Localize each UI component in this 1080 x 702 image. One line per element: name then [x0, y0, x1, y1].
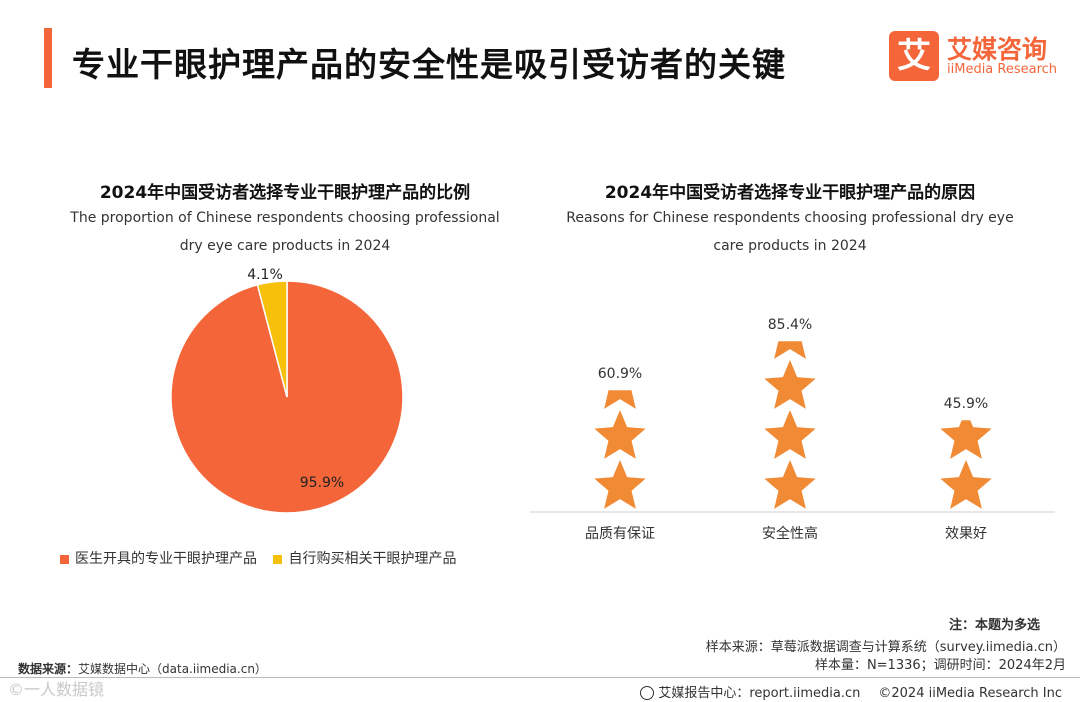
left-chart-subtitle-line1: The proportion of Chinese respondents ch… [70, 210, 500, 226]
report-center-link[interactable]: 艾媒报告中心：report.iimedia.cn [658, 686, 861, 701]
legend-label-doctor: 医生开具的专业干眼护理产品 [75, 551, 257, 567]
legend-label-self: 自行购买相关干眼护理产品 [288, 551, 457, 567]
bar-1-star [764, 360, 816, 409]
bar-0 [594, 390, 646, 509]
bar-value-label-0: 60.9% [598, 366, 642, 382]
page-title: 专业干眼护理产品的安全性是吸引受访者的关键 [72, 45, 786, 84]
bar-value-label-1: 85.4% [768, 317, 812, 333]
data-source-value: 艾媒数据中心（data.iimedia.cn） [78, 662, 267, 676]
bar-2-star [940, 420, 992, 459]
star-bar-chart: 60.9% 品质有保证 85.4% 安全性高 45.9% 效果好 [530, 317, 1055, 542]
data-source: 数据来源：艾媒数据中心（data.iimedia.cn） [18, 660, 267, 677]
brand-logo: 艾 艾媒咨询 iiMedia Research [889, 30, 1064, 82]
globe-icon [640, 686, 655, 700]
multi-select-note: 注：本题为多选 [948, 618, 1040, 633]
bar-0-star [604, 390, 636, 409]
right-chart-title: 2024年中国受访者选择专业干眼护理产品的原因 [604, 183, 976, 203]
right-chart-subtitle-line2: care products in 2024 [713, 238, 867, 254]
pie-chart: 95.9% 4.1% [170, 267, 404, 514]
legend-item-doctor: 医生开具的专业干眼护理产品 [60, 548, 257, 568]
data-source-label: 数据来源： [18, 662, 79, 676]
bar-1 [764, 341, 816, 509]
bar-category-label-0: 品质有保证 [585, 526, 655, 542]
pie-label-0: 95.9% [300, 475, 344, 491]
bar-category-label-1: 安全性高 [762, 525, 818, 542]
sample-info: 样本来源：草莓派数据调查与计算系统（survey.iimedia.cn） 样本量… [706, 639, 1066, 675]
title-accent-bar [44, 28, 52, 88]
logo-mark: 艾 [889, 31, 939, 81]
copyright: ©2024 iiMedia Research Inc [878, 686, 1062, 701]
sample-source: 样本来源：草莓派数据调查与计算系统（survey.iimedia.cn） [705, 640, 1066, 655]
logo-english-name: iiMedia Research [947, 62, 1058, 77]
left-chart-subtitle-line2: dry eye care products in 2024 [179, 238, 391, 254]
bar-0-star [594, 410, 646, 459]
watermark: ©一人数据镜 [8, 680, 105, 699]
legend-swatch-doctor [60, 554, 69, 564]
left-chart-subtitle: The proportion of Chinese respondents ch… [30, 204, 540, 260]
logo-chinese-name: 艾媒咨询 [947, 35, 1048, 64]
legend-swatch-self [273, 554, 283, 564]
left-chart-title: 2024年中国受访者选择专业干眼护理产品的比例 [99, 183, 471, 203]
sample-size: 样本量：N=1336；调研时间：2024年2月 [814, 658, 1066, 673]
footer-divider [0, 677, 1080, 678]
bar-1-star [764, 460, 816, 509]
bar-value-label-2: 45.9% [944, 396, 988, 412]
pie-label-1: 4.1% [247, 267, 283, 283]
bar-1-star [774, 341, 806, 359]
pie-legend: 医生开具的专业干眼护理产品 自行购买相关干眼护理产品 [60, 548, 468, 568]
footer: 艾媒报告中心：report.iimedia.cn ©2024 iiMedia Re… [622, 682, 1062, 701]
bar-0-star [594, 460, 646, 509]
pie-slice-1 [256, 280, 288, 398]
legend-item-self: 自行购买相关干眼护理产品 [273, 548, 456, 568]
bar-1-star [764, 410, 816, 459]
bar-category-label-2: 效果好 [945, 526, 987, 542]
bar-2-star [940, 460, 992, 509]
right-chart-subtitle: Reasons for Chinese respondents choosing… [540, 204, 1040, 260]
right-chart-subtitle-line1: Reasons for Chinese respondents choosing… [566, 210, 1014, 226]
bar-2 [940, 420, 992, 509]
